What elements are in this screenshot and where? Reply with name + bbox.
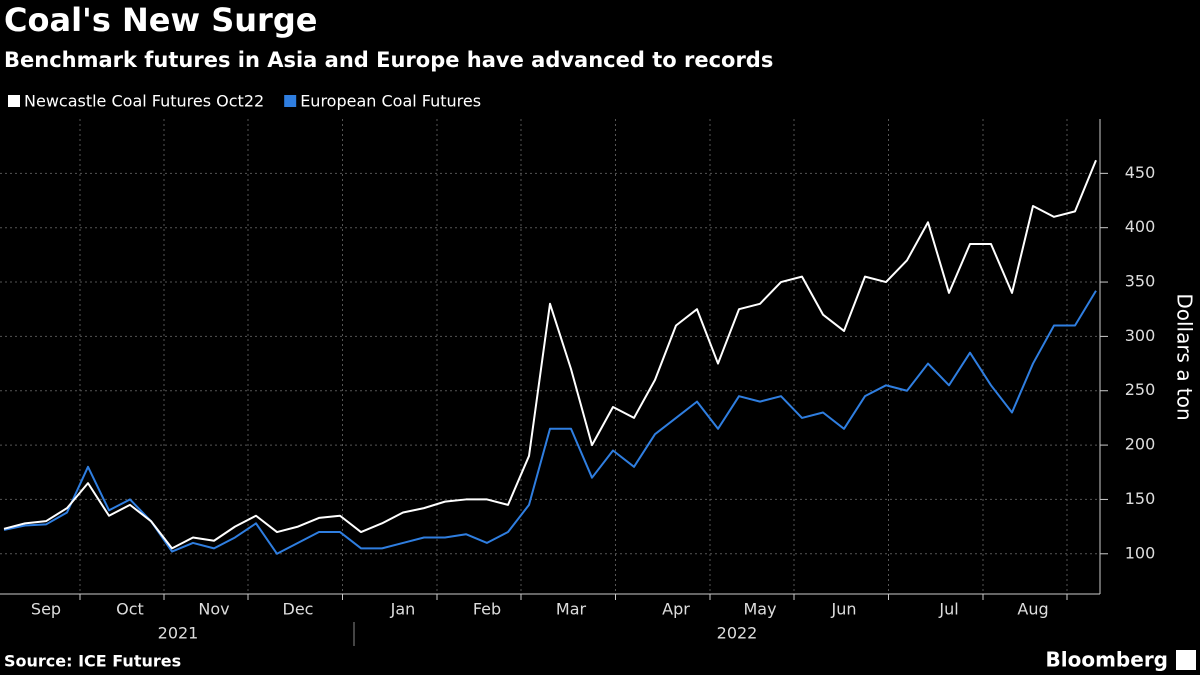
y-axis-label: Dollars a ton — [1173, 293, 1197, 420]
brand: Bloomberg — [1046, 648, 1168, 672]
brand-icon — [1176, 650, 1196, 670]
chart-subtitle: Benchmark futures in Asia and Europe hav… — [4, 48, 773, 72]
x-tick-label: Oct — [116, 600, 144, 619]
x-tick-label: Jul — [938, 600, 958, 619]
year-label: 2021 — [158, 624, 199, 643]
y-tick-label: 350 — [1125, 272, 1156, 291]
y-tick-label: 400 — [1125, 217, 1156, 236]
legend-label: European Coal Futures — [300, 92, 481, 111]
legend-swatch — [8, 95, 20, 107]
x-tick-label: May — [743, 600, 776, 619]
y-tick-label: 100 — [1125, 543, 1156, 562]
y-tick-label: 200 — [1125, 435, 1156, 454]
legend-label: Newcastle Coal Futures Oct22 — [24, 92, 264, 111]
x-tick-label: Dec — [283, 600, 314, 619]
y-tick-label: 300 — [1125, 326, 1156, 345]
x-tick-label: Mar — [556, 600, 587, 619]
series-line — [3, 159, 1097, 550]
year-label: 2022 — [717, 624, 758, 643]
chart-title: Coal's New Surge — [4, 1, 317, 39]
x-tick-label: Jun — [831, 600, 857, 619]
x-tick-label: Feb — [473, 600, 501, 619]
x-tick-label: Apr — [662, 600, 690, 619]
y-tick-label: 250 — [1125, 380, 1156, 399]
source: Source: ICE Futures — [4, 652, 181, 671]
x-tick-label: Jan — [390, 600, 416, 619]
x-tick-label: Nov — [198, 600, 229, 619]
series-line — [3, 290, 1097, 555]
legend-swatch — [284, 95, 297, 107]
x-tick-label: Sep — [31, 600, 61, 619]
x-tick-label: Aug — [1017, 600, 1048, 619]
y-tick-label: 450 — [1125, 163, 1156, 182]
y-tick-label: 150 — [1125, 489, 1156, 508]
